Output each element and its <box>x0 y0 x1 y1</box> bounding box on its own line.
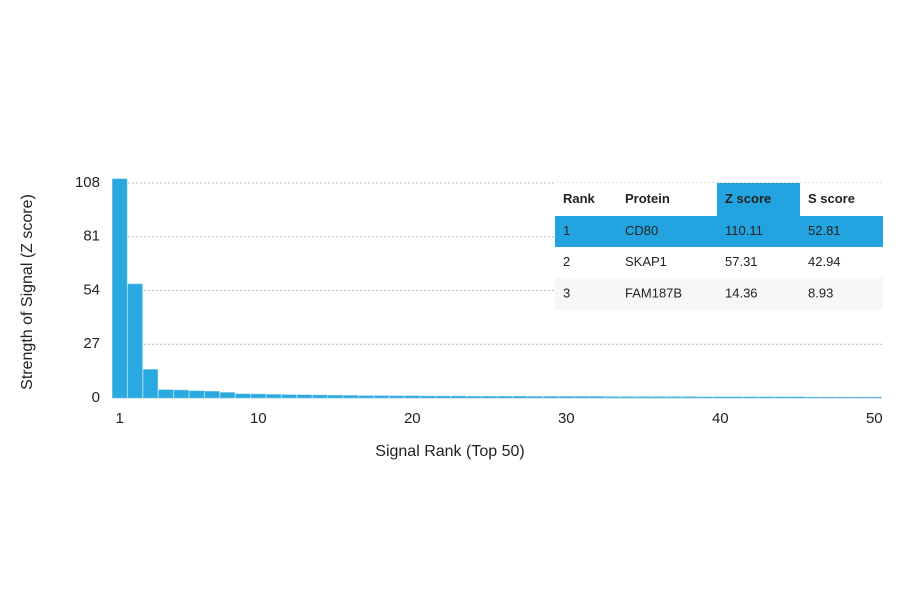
bar <box>512 395 528 399</box>
bar <box>343 395 359 399</box>
bar <box>296 394 313 399</box>
bar <box>266 394 282 399</box>
bar <box>327 394 343 399</box>
table-header: Protein <box>625 191 670 206</box>
bar <box>450 395 467 399</box>
bar <box>389 395 405 399</box>
bar <box>635 396 651 399</box>
table-cell: SKAP1 <box>625 254 667 269</box>
x-tick-label: 50 <box>866 410 883 427</box>
table-row <box>555 247 883 278</box>
bar <box>758 396 775 399</box>
table-cell: 14.36 <box>725 285 758 300</box>
bar <box>173 389 189 399</box>
bar <box>466 395 482 399</box>
y-axis-title: Strength of Signal (Z score) <box>19 194 36 390</box>
bar <box>420 395 436 399</box>
bar <box>558 396 574 399</box>
table-cell: CD80 <box>625 223 658 238</box>
bar <box>127 283 143 399</box>
table-cell: 3 <box>563 285 570 300</box>
table-header: Rank <box>563 191 596 206</box>
bar <box>189 390 205 399</box>
bar <box>373 395 390 399</box>
table-row <box>555 278 883 310</box>
x-tick-label: 10 <box>250 410 267 427</box>
bar <box>358 395 374 399</box>
bar <box>250 393 266 399</box>
x-axis-title: Signal Rank (Top 50) <box>375 443 524 460</box>
x-tick-label: 1 <box>116 410 124 427</box>
table-cell: 52.81 <box>808 223 841 238</box>
table-header: Z score <box>725 191 771 206</box>
y-tick-label: 54 <box>83 281 100 298</box>
x-tick-label: 30 <box>558 410 575 427</box>
bar <box>589 396 605 399</box>
bar <box>235 393 251 399</box>
bar <box>620 396 636 399</box>
bar <box>666 396 682 399</box>
bar <box>743 396 759 399</box>
bar <box>712 396 728 399</box>
bar <box>774 396 790 399</box>
bar <box>866 396 882 399</box>
bar <box>497 395 513 399</box>
table-cell: 8.93 <box>808 285 833 300</box>
y-tick-label: 81 <box>83 228 100 245</box>
bar <box>789 396 805 399</box>
bar <box>805 396 821 399</box>
header-highlight <box>717 183 800 216</box>
bar <box>527 396 544 399</box>
bar <box>219 392 236 399</box>
bar <box>835 396 852 399</box>
bar <box>312 394 328 399</box>
bar <box>281 394 297 399</box>
bar <box>574 396 590 399</box>
y-tick-label: 27 <box>83 335 100 352</box>
table-cell: 42.94 <box>808 254 841 269</box>
x-tick-label: 20 <box>404 410 421 427</box>
table-cell: 110.11 <box>725 223 763 238</box>
bar <box>851 396 867 399</box>
bar <box>404 395 420 399</box>
bar <box>112 178 128 399</box>
bar <box>651 396 667 399</box>
bar <box>435 395 451 399</box>
table-header: S score <box>808 191 855 206</box>
bar <box>604 396 621 399</box>
bar <box>204 390 220 399</box>
bar <box>697 396 713 399</box>
y-tick-label: 108 <box>75 174 100 191</box>
bar <box>142 369 159 399</box>
bar <box>481 395 497 399</box>
table-cell: 57.31 <box>725 254 758 269</box>
bar <box>158 389 174 399</box>
bar <box>543 396 559 399</box>
table-cell: FAM187B <box>625 285 682 300</box>
table-row <box>555 216 883 247</box>
y-tick-label: 0 <box>92 389 100 406</box>
table-cell: 1 <box>563 223 570 238</box>
bar <box>681 396 698 399</box>
bar <box>820 396 836 399</box>
table-cell: 2 <box>563 254 570 269</box>
bar <box>728 396 744 399</box>
x-tick-label: 40 <box>712 410 729 427</box>
